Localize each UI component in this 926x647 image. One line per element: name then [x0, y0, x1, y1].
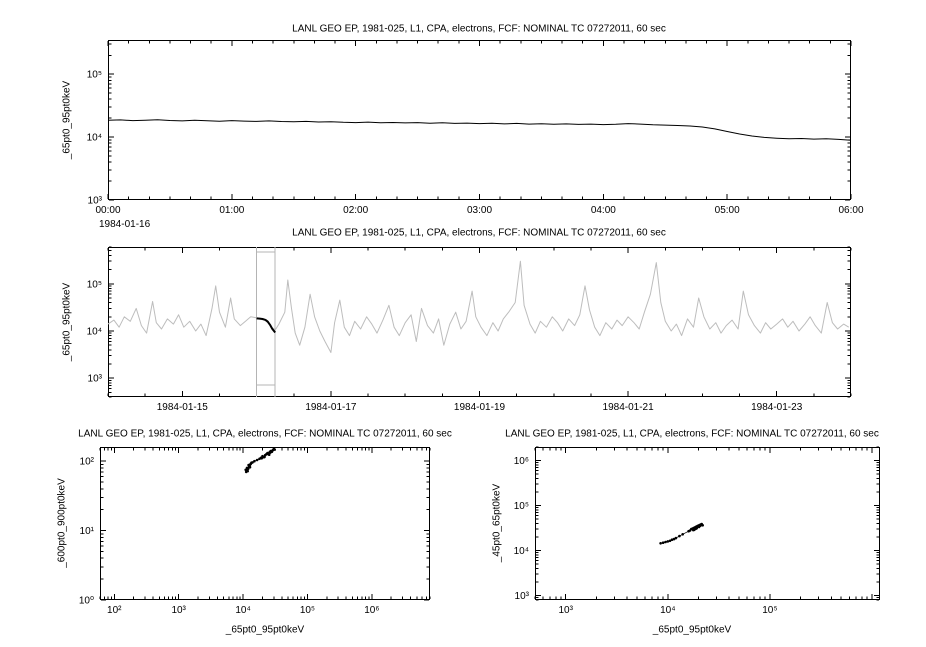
y-axis-label: _45pt0_65pt0keV [491, 483, 503, 563]
x-axis-date-label: 1984-01-16 [99, 219, 151, 230]
svg-text:10⁴: 10⁴ [235, 605, 250, 616]
x-axis-label: _65pt0_95pt0keV [225, 624, 305, 636]
svg-text:00:00: 00:00 [95, 205, 120, 216]
svg-text:10⁴: 10⁴ [514, 546, 529, 557]
svg-text:10³: 10³ [558, 605, 573, 616]
svg-text:10⁵: 10⁵ [514, 501, 529, 512]
chart-title: LANL GEO EP, 1981-025, L1, CPA, electron… [292, 23, 666, 35]
svg-text:05:00: 05:00 [715, 205, 740, 216]
svg-text:1984-01-15: 1984-01-15 [157, 402, 209, 413]
svg-text:01:00: 01:00 [219, 205, 244, 216]
chart-title: LANL GEO EP, 1981-025, L1, CPA, electron… [78, 428, 452, 440]
svg-text:10³: 10³ [88, 196, 103, 207]
chart-title: LANL GEO EP, 1981-025, L1, CPA, electron… [505, 428, 879, 440]
svg-text:03:00: 03:00 [467, 205, 492, 216]
svg-text:10⁴: 10⁴ [660, 605, 675, 616]
svg-text:10⁴: 10⁴ [87, 133, 102, 144]
svg-text:10²: 10² [80, 457, 95, 468]
svg-text:10³: 10³ [88, 374, 103, 385]
svg-text:10⁵: 10⁵ [87, 70, 102, 81]
y-axis-label: _65pt0_95pt0keV [61, 80, 73, 160]
svg-text:10⁵: 10⁵ [762, 605, 777, 616]
svg-text:10⁵: 10⁵ [87, 279, 102, 290]
plot-area-timeseries-zoom[interactable]: 10³ 10⁴ 10⁵ 00:00 01:00 02:00 03:00 04:00 05:00 0… [87, 40, 864, 216]
svg-text:10³: 10³ [171, 605, 186, 616]
plot-area-timeseries-context[interactable]: 10³ 10⁴ 10⁵ 1984-01-15 1984-01-17 1984-01-19 1… [87, 246, 852, 413]
svg-text:10¹: 10¹ [80, 526, 95, 537]
svg-text:10³: 10³ [515, 591, 530, 602]
svg-text:10⁶: 10⁶ [514, 456, 529, 467]
svg-text:10⁴: 10⁴ [87, 326, 102, 337]
svg-text:02:00: 02:00 [343, 205, 368, 216]
svg-text:04:00: 04:00 [591, 205, 616, 216]
svg-text:10²: 10² [107, 605, 122, 616]
chart-title: LANL GEO EP, 1981-025, L1, CPA, electron… [292, 227, 666, 239]
svg-text:1984-01-21: 1984-01-21 [603, 402, 655, 413]
svg-text:1984-01-17: 1984-01-17 [305, 402, 357, 413]
y-axis-label: _600pt0_900pt0keV [56, 478, 68, 568]
svg-text:06:00: 06:00 [838, 205, 863, 216]
plot-area-scatter-600-900[interactable]: 10⁰ 10¹ 10² 10² 10³ 10⁴ 10⁵ 10⁶ [79, 447, 431, 616]
svg-text:10⁵: 10⁵ [300, 605, 315, 616]
svg-text:1984-01-19: 1984-01-19 [454, 402, 506, 413]
svg-text:10⁰: 10⁰ [79, 596, 94, 607]
y-axis-label: _65pt0_95pt0keV [61, 282, 73, 362]
plot-area-scatter-45-65[interactable]: 10³ 10⁴ 10⁵ 10⁶ 10³ 10⁴ 10⁵ [514, 446, 880, 616]
x-axis-label: _65pt0_95pt0keV [652, 624, 732, 636]
svg-text:1984-01-23: 1984-01-23 [751, 402, 803, 413]
svg-text:10⁶: 10⁶ [364, 605, 379, 616]
